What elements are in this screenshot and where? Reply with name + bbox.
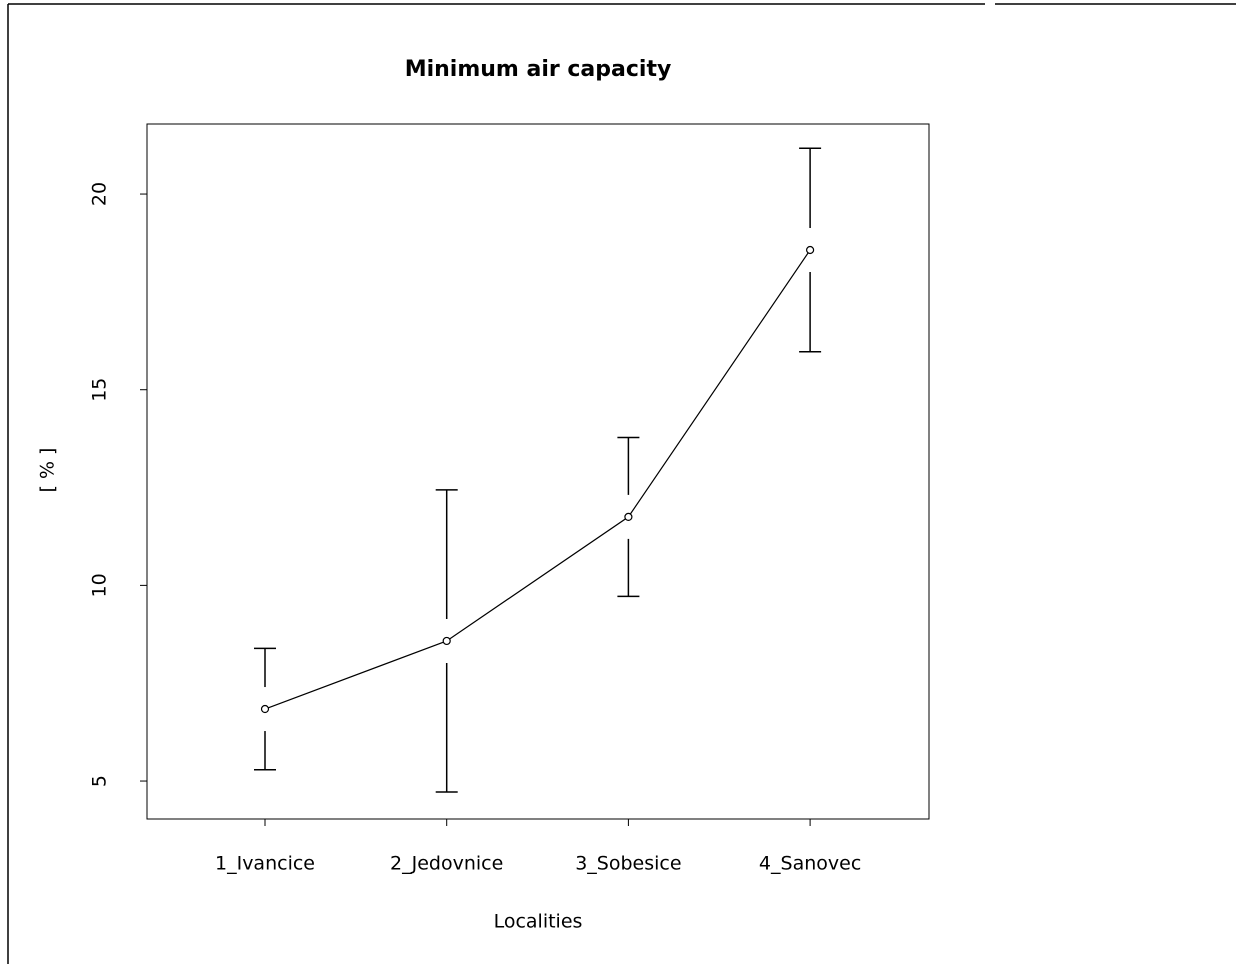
y-axis-label: [ % ] <box>37 448 59 493</box>
chart-title: Minimum air capacity <box>405 57 672 82</box>
x-tick-label: 1_Ivancice <box>215 853 315 875</box>
y-tick-label: 20 <box>89 182 111 206</box>
y-tick-label: 5 <box>89 775 111 787</box>
y-tick-label: 10 <box>89 573 111 597</box>
error-bar <box>435 489 458 793</box>
x-tick-label: 3_Sobesice <box>575 853 681 875</box>
error-bar <box>799 147 822 353</box>
x-tick-label: 4_Sanovec <box>759 853 861 875</box>
plot-box <box>146 123 930 820</box>
error-bar <box>617 436 640 598</box>
x-axis-label: Localities <box>494 911 583 933</box>
point <box>624 512 633 521</box>
point <box>442 636 451 646</box>
y-tick-label: 15 <box>89 378 111 402</box>
series-line <box>264 249 811 710</box>
x-tick-label: 2_Jedovnice <box>390 853 503 875</box>
point <box>260 704 270 714</box>
error-bar <box>254 647 276 771</box>
point <box>805 245 815 255</box>
